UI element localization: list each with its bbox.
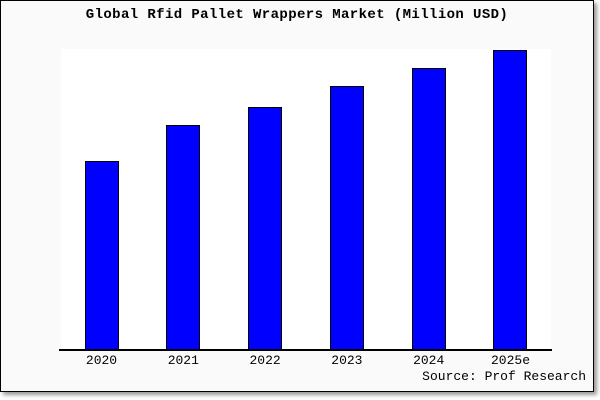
- x-axis-label: 2025e: [490, 353, 530, 368]
- bar-2022: [248, 107, 283, 350]
- plot-area: [61, 49, 551, 350]
- bar-2025e: [493, 50, 528, 350]
- bar-2021: [166, 125, 201, 350]
- bar-2024: [411, 68, 446, 350]
- x-axis-label-cell: 2021: [166, 353, 200, 368]
- bar-2023: [329, 86, 364, 350]
- x-axis-label: 2024: [413, 353, 445, 368]
- x-axis-label-cell: 2020: [85, 353, 119, 368]
- x-axis-label: 2023: [331, 353, 363, 368]
- x-axis-label-cell: 2022: [248, 353, 282, 368]
- x-axis-labels: 2020 2021 2022 2023 2024 2025e: [61, 353, 551, 368]
- x-axis-label-cell: 2025e: [490, 353, 530, 368]
- x-axis-label: 2022: [249, 353, 281, 368]
- x-axis-line: [59, 349, 552, 351]
- chart-title: Global Rfid Pallet Wrappers Market (Mill…: [85, 7, 509, 23]
- source-note: Source: Prof Research: [422, 369, 586, 384]
- bar-2020: [84, 161, 119, 350]
- chart-card: Global Rfid Pallet Wrappers Market (Mill…: [0, 0, 594, 392]
- x-axis-label: 2020: [85, 353, 118, 368]
- x-axis-label-cell: 2024: [412, 353, 446, 368]
- x-axis-label-cell: 2023: [330, 353, 364, 368]
- x-axis-label: 2021: [167, 353, 199, 368]
